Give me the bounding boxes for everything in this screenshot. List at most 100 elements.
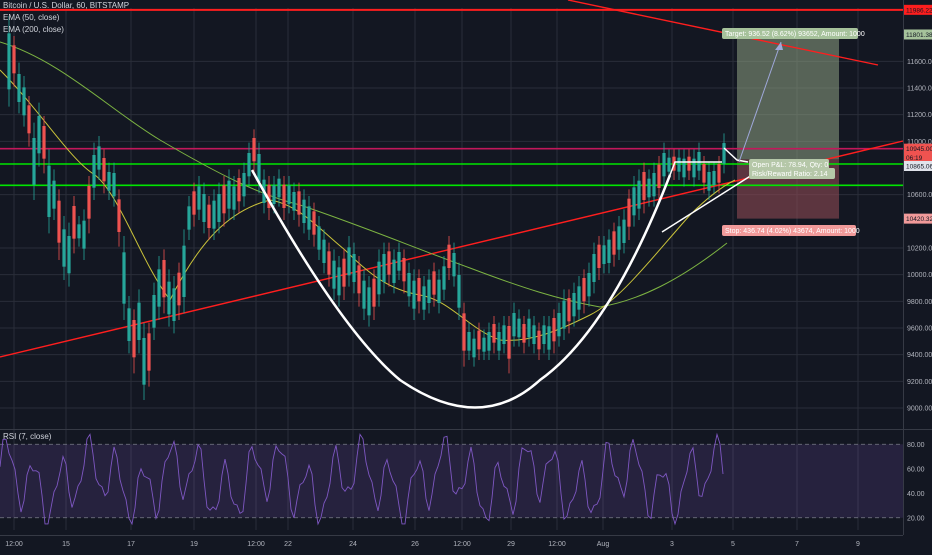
candle-body: [472, 338, 476, 358]
target-label-text: Target: 936.52 (8.62%) 93652, Amount: 10…: [725, 31, 865, 38]
candle-body: [287, 185, 291, 204]
candle-body: [562, 300, 566, 329]
projection-arrow: [738, 41, 782, 163]
candles: [7, 16, 726, 400]
candle-body: [502, 325, 506, 344]
ema200-legend[interactable]: EMA (200, close): [3, 25, 64, 34]
candle-body: [457, 275, 461, 308]
candle-body: [182, 245, 186, 297]
candle-body: [247, 153, 251, 177]
pnl-label-box: [749, 159, 829, 170]
price-badge-text: 06:19: [906, 155, 923, 162]
candle-body: [372, 278, 376, 307]
price-tick-label: 11600.00: [907, 59, 932, 66]
candle-body: [92, 155, 96, 188]
price-tick-label: 10600.00: [907, 192, 932, 199]
candle-body: [667, 157, 671, 172]
price-axis: 11600.00 11400.00 11200.00 11000.00 10600.00…: [904, 4, 932, 413]
candle-body: [607, 239, 611, 263]
candle-body: [217, 194, 221, 222]
projection-arrowhead: [775, 42, 783, 50]
candle-body: [277, 178, 281, 198]
stop-label-text: Stop: 436.74 (4.02%) 43674, Amount: 1000: [725, 228, 860, 235]
candle-body: [722, 143, 726, 164]
candle-body: [717, 164, 721, 183]
candle-body: [412, 280, 416, 309]
rsi-tick-label: 60.00: [907, 466, 925, 473]
candle-body: [242, 173, 246, 197]
candle-body: [357, 265, 361, 294]
candle-body: [602, 245, 606, 264]
candle-body: [142, 338, 146, 385]
price-tick-label: 9000.00: [907, 406, 932, 413]
time-tick-label: Aug: [597, 541, 610, 548]
candle-body: [597, 244, 601, 268]
price-tick-label: 10000.00: [907, 272, 932, 279]
pnl-label-text: Open P&L: 78.94, Qty: 0: [752, 162, 828, 169]
candle-body: [397, 252, 401, 271]
candle-body: [27, 105, 31, 134]
candle-body: [362, 280, 366, 309]
candle-body: [522, 324, 526, 343]
candle-body: [482, 337, 486, 352]
candle-body: [32, 138, 36, 185]
time-tick-label: 12:00: [548, 541, 566, 548]
candle-body: [52, 180, 56, 209]
time-tick-label: 17: [127, 541, 135, 548]
candle-body: [387, 251, 391, 275]
candle-body: [582, 278, 586, 302]
time-axis: 12:00 15 17 19 12:00 22 24 26 12:00 29 12:00 Aug 3 5 7…: [5, 541, 860, 548]
candle-body: [267, 184, 271, 208]
target-zone: [737, 34, 839, 160]
candle-body: [497, 332, 501, 351]
candle-body: [402, 258, 406, 282]
price-badge-text: 10420.32: [906, 216, 932, 223]
price-tick-label: 10200.00: [907, 246, 932, 253]
candle-body: [87, 186, 91, 219]
candle-body: [302, 199, 306, 223]
candle-body: [297, 191, 301, 215]
time-tick-label: 22: [284, 541, 292, 548]
time-tick-label: 24: [349, 541, 357, 548]
candle-body: [332, 260, 336, 289]
candle-body: [652, 173, 656, 197]
price-tick-label: 9200.00: [907, 379, 932, 386]
price-badge: [904, 161, 932, 171]
candle-body: [197, 186, 201, 210]
candle-body: [152, 295, 156, 328]
handle-arrow-line: [723, 147, 749, 163]
candle-body: [702, 164, 706, 183]
candle-body: [682, 158, 686, 178]
candle-body: [392, 259, 396, 283]
candle-body: [42, 126, 46, 159]
time-tick-label: 19: [190, 541, 198, 548]
candle-body: [462, 313, 466, 351]
candle-body: [622, 219, 626, 243]
candle-body: [72, 206, 76, 239]
candle-body: [592, 254, 596, 282]
candle-body: [12, 45, 16, 74]
candle-body: [122, 252, 126, 304]
candle-body: [572, 293, 576, 317]
target-label-box: [722, 28, 858, 39]
candle-body: [207, 204, 211, 228]
candle-body: [317, 226, 321, 250]
rr-label-text: Risk/Reward Ratio: 2.14: [752, 171, 828, 178]
candle-body: [367, 287, 371, 316]
candle-body: [112, 173, 116, 197]
candle-body: [37, 116, 41, 154]
candle-body: [312, 211, 316, 235]
candle-body: [377, 261, 381, 295]
handle-bottom-line: [661, 174, 753, 233]
candle-body: [677, 157, 681, 172]
ema50-legend[interactable]: EMA (50, close): [3, 13, 60, 22]
candle-body: [632, 187, 636, 216]
price-tick-label: 9400.00: [907, 352, 932, 359]
time-tick-label: 7: [795, 541, 799, 548]
candle-body: [97, 146, 101, 170]
candle-body: [432, 271, 436, 295]
rr-label-box: [749, 168, 835, 179]
rsi-legend[interactable]: RSI (7, close): [3, 432, 52, 441]
